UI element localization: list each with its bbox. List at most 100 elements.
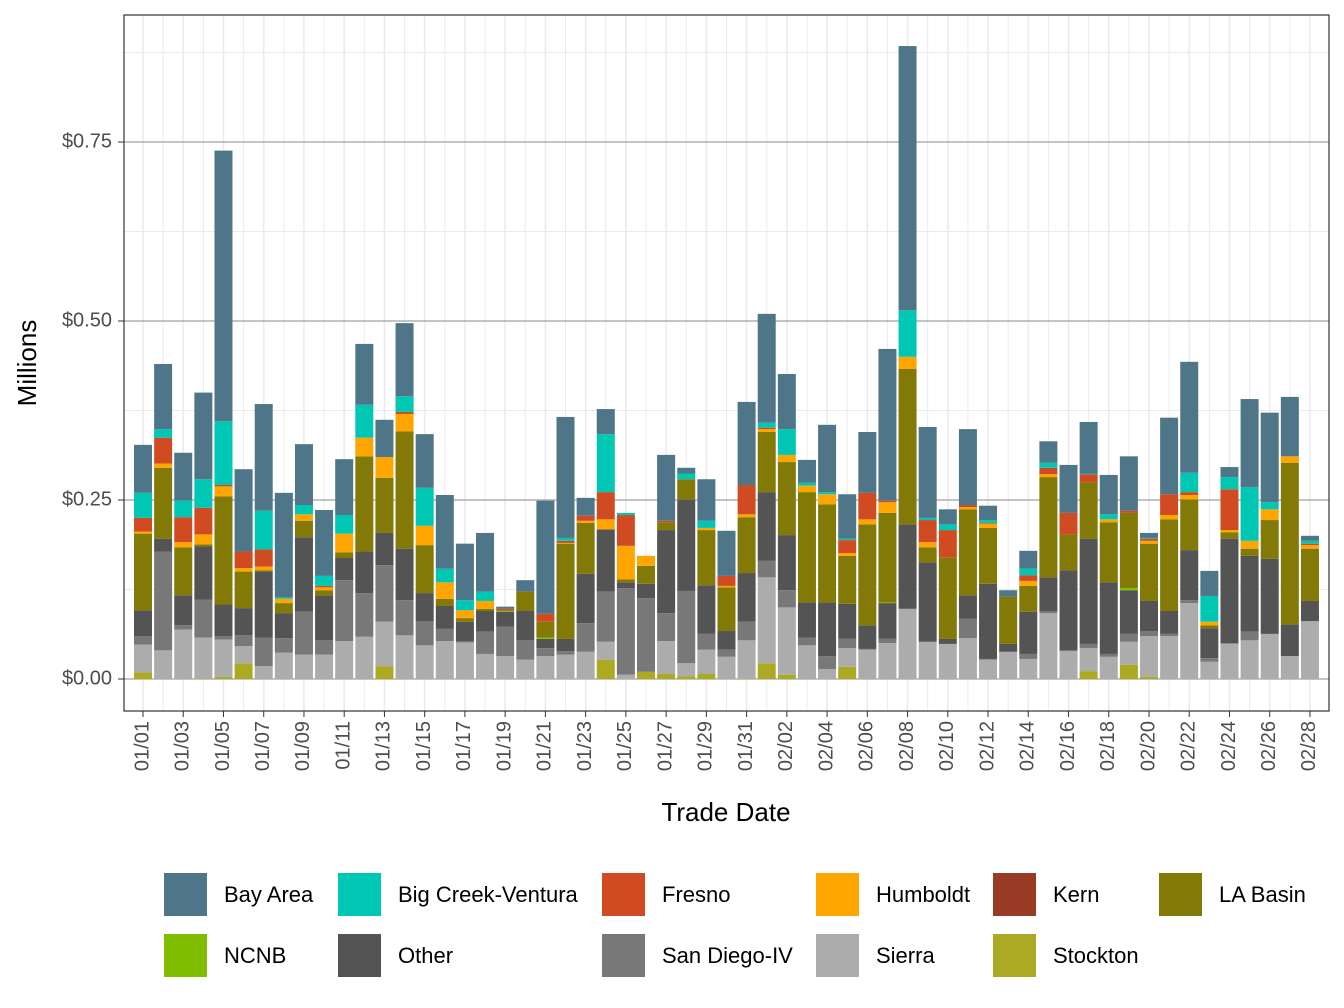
bar-segment-san-diego-iv — [315, 640, 334, 655]
bar-segment-bay-area — [717, 530, 736, 576]
bar-segment-big-creek-ventura — [355, 404, 374, 438]
bar-segment-humboldt — [1220, 530, 1239, 533]
bar-segment-humboldt — [777, 454, 796, 463]
bar-segment-other — [315, 595, 334, 641]
x-axis-title: Trade Date — [661, 797, 790, 827]
bar-segment-san-diego-iv — [174, 625, 193, 630]
bar-segment-other — [214, 604, 233, 637]
bar-segment-bay-area — [415, 434, 434, 488]
bar-segment-sierra — [1019, 658, 1038, 679]
bar-segment-san-diego-iv — [335, 580, 354, 642]
bar-segment-sierra — [797, 645, 816, 679]
legend-label: Stockton — [1053, 942, 1139, 968]
bar-segment-san-diego-iv — [214, 636, 233, 640]
bar-segment-fresno — [194, 507, 213, 535]
bar-segment-big-creek-ventura — [435, 568, 454, 583]
bar-segment-la-basin — [637, 565, 655, 584]
bar-segment-humboldt — [194, 534, 213, 545]
bar-segment-other — [838, 603, 857, 639]
x-axis: 01/01 01/03 01/05 01/07 01/09 01/11 01/13 01/15… — [131, 711, 1320, 771]
bar-segment-bay-area — [1099, 474, 1118, 515]
bar-segment-humboldt — [1260, 509, 1279, 521]
x-tick-label: 02/16 — [1057, 721, 1079, 771]
bar-segment-bay-area — [818, 424, 837, 493]
bar-segment-sierra — [174, 629, 193, 679]
bar-segment-humboldt — [274, 598, 293, 604]
bar-segment-stockton — [657, 673, 676, 679]
x-tick-label: 01/23 — [574, 721, 596, 771]
bars — [134, 46, 1319, 679]
bar-segment-humboldt — [1019, 580, 1038, 586]
bar-segment-bay-area — [174, 452, 193, 501]
bar-segment-humboldt — [979, 523, 998, 528]
bar-segment-bay-area — [395, 323, 414, 397]
bar-segment-other — [1260, 558, 1279, 634]
bar-segment-big-creek-ventura — [1180, 472, 1199, 493]
bar-segment-sierra — [315, 654, 334, 679]
bar-segment-san-diego-iv — [194, 599, 213, 638]
bar-segment-la-basin — [536, 621, 555, 638]
x-tick-label: 02/02 — [775, 721, 797, 771]
legend-label: Kern — [1053, 881, 1100, 907]
bar-segment-other — [616, 582, 635, 589]
bar-segment-humboldt — [1280, 456, 1299, 463]
bar-segment-la-basin — [938, 557, 957, 639]
bar-segment-other — [1300, 600, 1319, 622]
legend-key — [164, 934, 207, 977]
bar-segment-la-basin — [616, 579, 635, 583]
bar-segment-la-basin — [395, 431, 414, 549]
y-tick-label: $0.50 — [62, 309, 112, 331]
bar-segment-la-basin — [455, 618, 474, 622]
bar-segment-san-diego-iv — [1019, 653, 1038, 659]
legend-key — [338, 934, 381, 977]
bar-segment-big-creek-ventura — [777, 429, 796, 455]
bar-segment-sierra — [134, 644, 152, 673]
bar-segment-bay-area — [596, 409, 615, 435]
bar-segment-la-basin — [134, 533, 152, 611]
bar-segment-big-creek-ventura — [1300, 540, 1319, 544]
bar-segment-sierra — [858, 649, 877, 679]
bar-segment-humboldt — [174, 542, 193, 548]
y-axis: $0.00 $0.25 $0.50 $0.75 — [62, 130, 124, 689]
bar-segment-fresno — [878, 500, 897, 503]
bar-segment-bay-area — [355, 343, 374, 405]
bar-segment-san-diego-iv — [1160, 633, 1179, 637]
bar-segment-other — [435, 605, 454, 629]
bar-segment-bay-area — [1119, 456, 1138, 511]
bar-segment-sierra — [556, 654, 575, 679]
bar-segment-sierra — [576, 651, 595, 679]
bar-segment-fresno — [315, 585, 334, 588]
bar-segment-stockton — [375, 666, 394, 679]
bar-segment-humboldt — [1200, 621, 1219, 626]
bar-segment-stockton — [1079, 671, 1098, 679]
bar-segment-san-diego-iv — [395, 600, 414, 636]
bar-segment-big-creek-ventura — [818, 492, 837, 495]
bar-segment-bay-area — [1240, 399, 1259, 488]
bar-segment-la-basin — [355, 456, 374, 552]
bar-segment-other — [818, 602, 837, 657]
bar-segment-bay-area — [838, 494, 857, 539]
bar-segment-san-diego-iv — [637, 598, 655, 672]
x-tick-label: 01/29 — [695, 721, 717, 771]
bar-segment-sierra — [1280, 656, 1299, 679]
bar-segment-other — [737, 573, 756, 622]
bar-segment-bay-area — [576, 497, 595, 516]
bar-segment-other — [1240, 555, 1259, 632]
bar-segment-humboldt — [878, 502, 897, 513]
bar-segment-bay-area — [979, 505, 998, 521]
bar-segment-la-basin — [274, 603, 293, 614]
bar-segment-big-creek-ventura — [1140, 537, 1158, 539]
bar-segment-la-basin — [315, 590, 334, 596]
bar-segment-other — [1200, 628, 1219, 659]
bar-segment-stockton — [697, 673, 716, 679]
bar-segment-big-creek-ventura — [1099, 514, 1118, 520]
bar-segment-fresno — [979, 522, 998, 524]
x-tick-label: 02/22 — [1178, 721, 1200, 771]
x-tick-label: 02/26 — [1258, 721, 1280, 771]
bar-segment-bay-area — [536, 500, 555, 614]
bar-segment-humboldt — [395, 414, 414, 432]
bar-segment-la-basin — [154, 467, 173, 539]
bar-segment-other — [898, 524, 917, 609]
bar-segment-la-basin — [1220, 532, 1239, 539]
bar-segment-sierra — [476, 653, 495, 679]
